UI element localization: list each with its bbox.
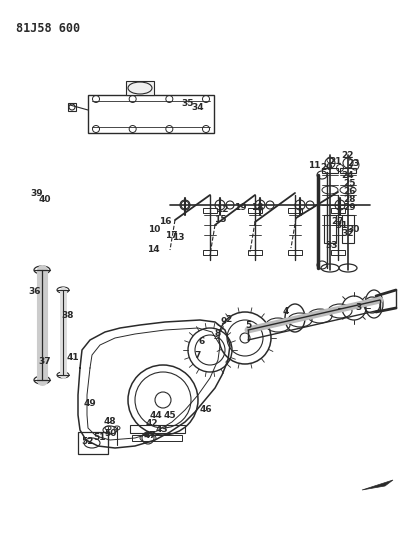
- Text: 35: 35: [182, 100, 194, 109]
- Text: 20: 20: [320, 164, 332, 173]
- Text: 40: 40: [39, 196, 51, 205]
- Bar: [288, 208, 302, 213]
- Text: 7: 7: [195, 351, 201, 360]
- Bar: [68, 103, 76, 111]
- Text: 22: 22: [342, 151, 354, 160]
- Text: 2: 2: [225, 316, 231, 325]
- Bar: [248, 208, 262, 213]
- Text: 31: 31: [336, 222, 348, 230]
- Bar: [288, 250, 302, 255]
- Polygon shape: [362, 480, 393, 490]
- Text: 21: 21: [330, 157, 342, 166]
- Text: 4: 4: [283, 308, 289, 317]
- Text: 36: 36: [29, 287, 41, 296]
- Text: 26: 26: [344, 188, 356, 197]
- Text: 48: 48: [104, 417, 116, 426]
- Text: 27: 27: [332, 217, 344, 227]
- Bar: [340, 168, 356, 173]
- Text: 25: 25: [344, 179, 356, 188]
- Bar: [203, 250, 217, 255]
- Text: 46: 46: [200, 406, 212, 415]
- Text: 38: 38: [62, 311, 74, 320]
- Text: 33: 33: [326, 240, 338, 249]
- Bar: [324, 215, 336, 243]
- Text: 50: 50: [104, 430, 116, 439]
- Bar: [322, 168, 338, 173]
- Text: 19: 19: [234, 204, 246, 213]
- Text: 15: 15: [214, 215, 226, 224]
- Text: 17: 17: [165, 230, 177, 239]
- Text: 30: 30: [348, 225, 360, 235]
- Text: 16: 16: [159, 217, 171, 227]
- Text: 32: 32: [342, 230, 354, 238]
- Text: 3: 3: [355, 303, 361, 312]
- Text: 10: 10: [148, 225, 160, 235]
- Text: 47: 47: [144, 432, 156, 440]
- Bar: [88, 95, 214, 133]
- Text: 11: 11: [308, 161, 320, 171]
- Bar: [203, 208, 217, 213]
- Text: 34: 34: [192, 103, 204, 112]
- Text: 39: 39: [31, 189, 43, 198]
- Text: 29: 29: [344, 204, 356, 213]
- Text: 51: 51: [94, 433, 106, 442]
- Text: 45: 45: [164, 411, 176, 421]
- Bar: [342, 215, 354, 243]
- Bar: [130, 425, 185, 433]
- Text: 8: 8: [215, 329, 221, 338]
- Text: 13: 13: [172, 233, 184, 243]
- Text: 24: 24: [341, 171, 354, 180]
- Text: 5: 5: [245, 321, 251, 330]
- Text: 12: 12: [216, 205, 228, 214]
- Text: 14: 14: [147, 246, 159, 254]
- Text: 9: 9: [221, 318, 227, 327]
- Text: 81J58 600: 81J58 600: [16, 22, 80, 35]
- Text: 43: 43: [156, 425, 169, 434]
- Text: 18: 18: [251, 204, 263, 213]
- Text: 37: 37: [39, 358, 51, 367]
- Text: 42: 42: [146, 419, 158, 429]
- Text: 23: 23: [348, 158, 360, 167]
- Text: 41: 41: [67, 352, 79, 361]
- Bar: [331, 250, 345, 255]
- Text: 52: 52: [82, 438, 94, 447]
- Bar: [78, 432, 108, 454]
- Text: 44: 44: [150, 411, 162, 421]
- Bar: [132, 435, 182, 441]
- Bar: [331, 208, 345, 213]
- Text: 28: 28: [344, 196, 356, 205]
- Bar: [248, 250, 262, 255]
- Text: 49: 49: [84, 400, 96, 408]
- Bar: [126, 81, 154, 95]
- Text: 6: 6: [199, 337, 205, 346]
